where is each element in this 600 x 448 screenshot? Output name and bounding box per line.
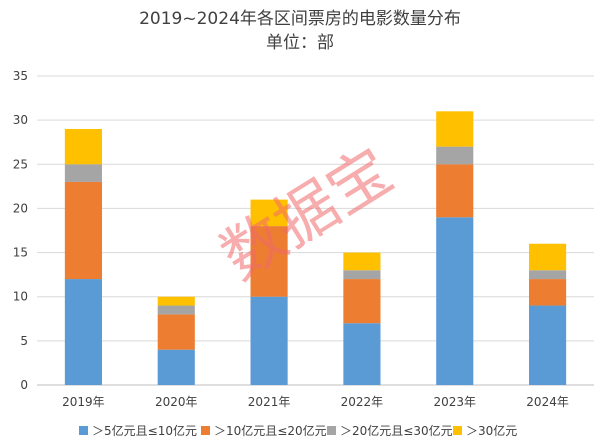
legend: ＞5亿元且≤10亿元 ＞10亿元且≤20亿元 ＞20亿元且≤30亿元 ＞30亿元 bbox=[79, 423, 517, 438]
bar-segment-0 bbox=[250, 296, 288, 385]
legend-swatch bbox=[327, 426, 336, 435]
y-axis: 0 5 10 15 20 25 30 35 bbox=[13, 69, 28, 392]
bar-segment-1 bbox=[157, 314, 195, 350]
bar-segment-0 bbox=[64, 279, 102, 385]
y-tick-label: 30 bbox=[13, 113, 28, 127]
y-tick-label: 35 bbox=[13, 69, 28, 83]
y-tick-label: 20 bbox=[13, 201, 28, 215]
bar-segment-0 bbox=[343, 323, 381, 385]
bar-segment-3 bbox=[529, 243, 567, 271]
x-tick-label: 2019年 bbox=[62, 395, 105, 409]
bar-segment-3 bbox=[343, 252, 381, 271]
x-axis: 2019年 2020年 2021年 2022年 2023年 2024年 bbox=[62, 395, 569, 409]
bar-segment-3 bbox=[436, 111, 474, 147]
bars bbox=[64, 111, 567, 385]
bar-segment-2 bbox=[343, 270, 381, 280]
legend-label: ＞20亿元且≤30亿元 bbox=[340, 423, 453, 438]
y-tick-label: 15 bbox=[13, 246, 28, 260]
chart-subtitle: 单位：部 bbox=[266, 33, 334, 53]
x-tick-label: 2023年 bbox=[433, 395, 476, 409]
legend-swatch bbox=[79, 426, 88, 435]
bar-segment-2 bbox=[157, 305, 195, 315]
bar-segment-0 bbox=[157, 349, 195, 385]
bar-segment-2 bbox=[64, 164, 102, 182]
legend-swatch bbox=[201, 426, 210, 435]
bar-segment-1 bbox=[250, 226, 288, 297]
x-tick-label: 2020年 bbox=[155, 395, 198, 409]
bar-segment-2 bbox=[436, 146, 474, 165]
bar-segment-3 bbox=[64, 128, 102, 165]
legend-swatch bbox=[453, 426, 462, 435]
gridlines bbox=[37, 75, 594, 386]
y-tick-label: 5 bbox=[20, 334, 28, 348]
x-tick-label: 2021年 bbox=[248, 395, 291, 409]
bar-segment-1 bbox=[529, 279, 567, 306]
y-tick-label: 25 bbox=[13, 157, 28, 171]
bar-segment-0 bbox=[436, 217, 474, 385]
bar-segment-1 bbox=[64, 181, 102, 280]
bar-segment-1 bbox=[343, 279, 381, 324]
bar-segment-3 bbox=[157, 296, 195, 306]
y-tick-label: 0 bbox=[20, 378, 28, 392]
bar-segment-1 bbox=[436, 164, 474, 218]
legend-label: ＞10亿元且≤20亿元 bbox=[214, 423, 327, 438]
x-tick-label: 2024年 bbox=[526, 395, 569, 409]
y-tick-label: 10 bbox=[13, 290, 28, 304]
legend-label: ＞5亿元且≤10亿元 bbox=[92, 423, 197, 438]
chart-title: 2019~2024年各区间票房的电影数量分布 bbox=[139, 9, 461, 29]
bar-segment-2 bbox=[529, 270, 567, 280]
x-tick-label: 2022年 bbox=[341, 395, 384, 409]
bar-segment-3 bbox=[250, 199, 288, 227]
legend-label: ＞30亿元 bbox=[466, 423, 517, 438]
bar-segment-0 bbox=[529, 305, 567, 385]
